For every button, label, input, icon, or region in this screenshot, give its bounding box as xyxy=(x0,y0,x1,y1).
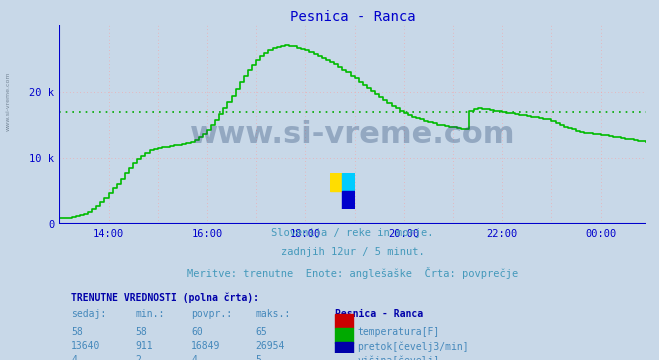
Text: TRENUTNE VREDNOSTI (polna črta):: TRENUTNE VREDNOSTI (polna črta): xyxy=(71,292,259,303)
Bar xyxy=(342,173,355,191)
Text: www.si-vreme.com: www.si-vreme.com xyxy=(5,71,11,131)
Text: 4: 4 xyxy=(71,355,77,360)
Text: www.si-vreme.com: www.si-vreme.com xyxy=(190,120,515,149)
Bar xyxy=(335,342,353,357)
Text: 65: 65 xyxy=(256,327,268,337)
Text: min.:: min.: xyxy=(136,309,165,319)
Text: maks.:: maks.: xyxy=(256,309,291,319)
Text: Slovenija / reke in morje.: Slovenija / reke in morje. xyxy=(272,228,434,238)
Text: 16849: 16849 xyxy=(191,341,221,351)
Text: 5: 5 xyxy=(256,355,262,360)
Text: sedaj:: sedaj: xyxy=(71,309,106,319)
Text: 911: 911 xyxy=(136,341,153,351)
Text: zadnjih 12ur / 5 minut.: zadnjih 12ur / 5 minut. xyxy=(281,247,424,257)
Title: Pesnica - Ranca: Pesnica - Ranca xyxy=(290,10,415,24)
Text: 13640: 13640 xyxy=(71,341,100,351)
Text: temperatura[F]: temperatura[F] xyxy=(357,327,440,337)
Bar xyxy=(335,314,353,328)
Text: 58: 58 xyxy=(136,327,148,337)
Text: 60: 60 xyxy=(191,327,203,337)
Text: 58: 58 xyxy=(71,327,83,337)
Bar xyxy=(335,328,353,342)
Bar xyxy=(330,173,342,191)
Text: pretok[čevelj3/min]: pretok[čevelj3/min] xyxy=(357,341,469,352)
Text: višina[čevelj]: višina[čevelj] xyxy=(357,355,440,360)
Text: povpr.:: povpr.: xyxy=(191,309,233,319)
Text: Meritve: trenutne  Enote: anglešaške  Črta: povprečje: Meritve: trenutne Enote: anglešaške Črta… xyxy=(187,267,518,279)
Text: 26954: 26954 xyxy=(256,341,285,351)
Text: 4: 4 xyxy=(191,355,197,360)
Text: 2: 2 xyxy=(136,355,142,360)
Text: Pesnica - Ranca: Pesnica - Ranca xyxy=(335,309,423,319)
Bar xyxy=(342,191,355,209)
